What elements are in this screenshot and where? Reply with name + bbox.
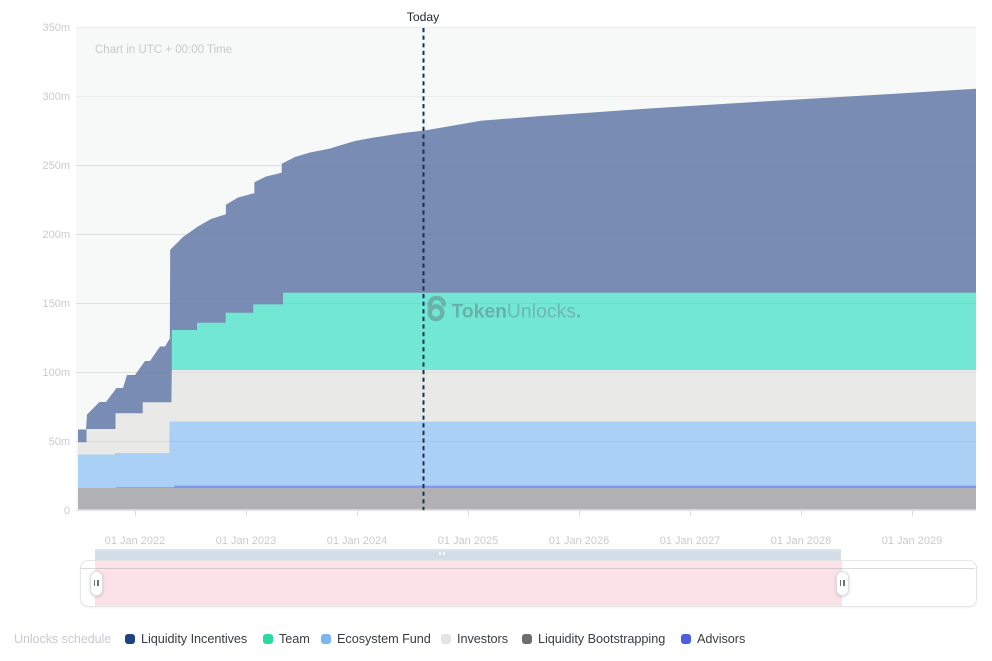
svg-text:200m: 200m	[42, 229, 70, 241]
svg-text:300m: 300m	[42, 91, 70, 103]
svg-text:01 Jan 2024: 01 Jan 2024	[327, 535, 388, 547]
svg-text:350m: 350m	[42, 22, 70, 34]
svg-text:TokenUnlocks.: TokenUnlocks.	[452, 302, 582, 323]
svg-text:0: 0	[64, 505, 70, 517]
svg-text:50m: 50m	[49, 436, 70, 448]
svg-text:01 Jan 2028: 01 Jan 2028	[771, 535, 832, 547]
svg-text:01 Jan 2026: 01 Jan 2026	[549, 535, 610, 547]
svg-text:01 Jan 2027: 01 Jan 2027	[660, 535, 721, 547]
svg-text:01 Jan 2023: 01 Jan 2023	[216, 535, 277, 547]
svg-text:01 Jan 2029: 01 Jan 2029	[882, 535, 943, 547]
svg-text:Chart in UTC + 00:00 Time: Chart in UTC + 00:00 Time	[95, 44, 232, 56]
svg-text:01 Jan 2022: 01 Jan 2022	[105, 535, 166, 547]
svg-text:Today: Today	[407, 10, 440, 24]
svg-text:100m: 100m	[42, 367, 70, 379]
svg-text:01 Jan 2025: 01 Jan 2025	[438, 535, 499, 547]
svg-text:250m: 250m	[42, 160, 70, 172]
svg-text:150m: 150m	[42, 298, 70, 310]
